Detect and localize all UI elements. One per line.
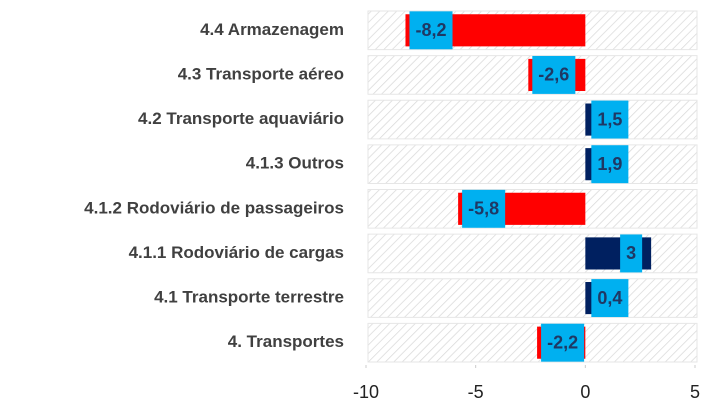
value-label-box [591,279,629,318]
value-label-box [591,145,629,184]
value-label: -2,6 [538,65,569,85]
value-label-box [409,11,453,50]
value-label-box [462,189,506,228]
y-tick-label: 4.3 Transporte aéreo [178,64,344,83]
y-tick-label: 4.1.1 Rodoviário de cargas [129,243,344,262]
y-tick-label: 4. Transportes [228,332,344,351]
value-label-box [532,55,576,94]
x-tick-label: 0 [580,382,590,402]
value-label: 3 [626,243,636,263]
value-label-box [620,234,643,273]
value-label: 0,4 [597,288,622,308]
y-tick-label: 4.4 Armazenagem [200,20,344,39]
row-background [367,322,698,363]
y-tick-label: 4.1.2 Rodoviário de passageiros [84,198,344,217]
value-label: 1,9 [597,154,622,174]
row-background [367,99,698,140]
x-tick-label: 5 [690,382,700,402]
y-tick-label: 4.2 Transporte aquaviário [138,109,344,128]
value-label: -5,8 [468,199,499,219]
value-label: -2,2 [547,332,578,352]
y-tick-label: 4.1 Transporte terrestre [154,288,344,307]
y-tick-label: 4.1.3 Outros [246,154,344,173]
value-label: -8,2 [415,20,446,40]
value-label: 1,5 [597,109,622,129]
value-label-box [591,100,629,139]
x-tick-label: -5 [468,382,484,402]
x-tick-label: -10 [353,382,379,402]
value-label-box [541,323,585,362]
row-background [367,278,698,318]
row-background [367,144,698,184]
bar [585,281,595,315]
